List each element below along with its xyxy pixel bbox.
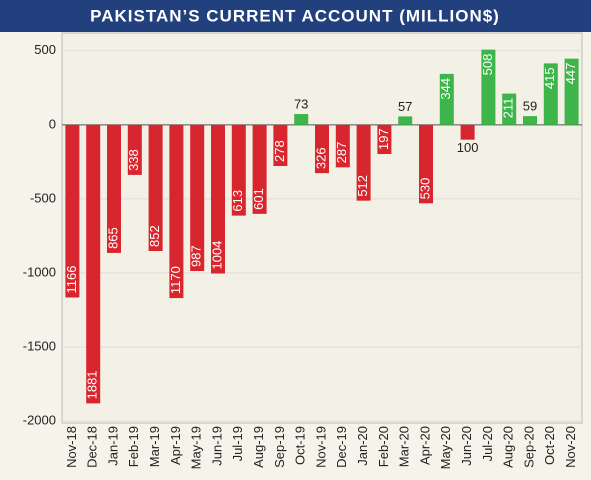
x-tick-label: Nov-18	[64, 426, 79, 468]
value-label: 865	[105, 227, 120, 249]
bar	[315, 124, 329, 174]
bar	[523, 116, 537, 125]
bar	[65, 124, 80, 298]
x-tick-label: Feb-20	[376, 426, 391, 467]
value-label: 326	[313, 147, 328, 169]
x-tick-label: Jan-19	[105, 426, 120, 466]
y-tick-label: -2000	[23, 412, 56, 427]
value-label: 338	[126, 149, 141, 171]
x-tick-label: Sep-20	[521, 426, 536, 468]
x-tick-label: Oct-20	[542, 426, 557, 465]
x-tick-label: Dec-18	[85, 426, 100, 468]
value-label: 197	[376, 128, 391, 150]
y-tick-label: -1500	[23, 338, 56, 353]
value-label: 1881	[85, 370, 100, 399]
x-tick-label: Aug-19	[251, 426, 266, 468]
x-tick-label: May-20	[438, 426, 453, 469]
value-label: 59	[523, 99, 537, 114]
value-label: 57	[398, 99, 412, 114]
x-tick-label: Nov-19	[313, 426, 328, 468]
x-tick-label: Apr-19	[168, 426, 183, 465]
bar	[107, 124, 121, 253]
x-tick-label: Mar-20	[397, 426, 412, 467]
bar	[190, 124, 205, 271]
x-tick-label: Oct-19	[293, 426, 308, 465]
bar	[273, 124, 288, 167]
x-tick-label: Jan-20	[355, 426, 370, 466]
value-label: 415	[542, 67, 557, 89]
bar	[231, 124, 246, 216]
title-banner	[0, 0, 591, 32]
x-tick-label: Nov-20	[563, 426, 578, 468]
x-tick-label: Jul-20	[480, 426, 495, 461]
value-label: 447	[563, 63, 578, 85]
value-label: 613	[230, 190, 245, 212]
value-label: 100	[457, 140, 479, 155]
bar	[252, 124, 267, 214]
y-tick-label: -1000	[23, 264, 56, 279]
value-label: 344	[438, 78, 453, 100]
bar	[481, 49, 496, 125]
value-label: 508	[480, 54, 495, 76]
x-tick-label: Jun-19	[209, 426, 224, 466]
bar	[86, 124, 101, 404]
x-tick-label: May-19	[189, 426, 204, 469]
plot-area	[61, 32, 583, 424]
bar	[419, 124, 433, 204]
value-label: 1166	[64, 266, 79, 294]
value-label: 1170	[168, 266, 183, 294]
value-label: 987	[189, 245, 204, 267]
x-tick-label: Jun-20	[459, 426, 474, 466]
bar	[439, 73, 454, 125]
value-label: 512	[355, 175, 370, 197]
value-label: 211	[501, 98, 516, 119]
bar	[564, 58, 579, 125]
x-tick-label: Apr-20	[417, 426, 432, 465]
x-tick-label: Aug-20	[501, 426, 516, 468]
value-label: 530	[417, 178, 432, 200]
value-label: 278	[272, 140, 287, 162]
bar	[460, 124, 475, 140]
bar	[169, 124, 184, 299]
bar	[294, 114, 309, 125]
x-tick-label: Jul-19	[230, 426, 245, 461]
value-label: 601	[251, 188, 266, 210]
bar	[211, 124, 225, 274]
x-tick-label: Sep-19	[272, 426, 287, 468]
bar	[356, 124, 371, 201]
bar	[335, 124, 350, 168]
y-tick-label: 500	[34, 42, 56, 57]
x-tick-label: Feb-19	[126, 426, 141, 467]
bar	[398, 116, 413, 125]
value-label: 1004	[209, 241, 224, 270]
bar	[148, 124, 163, 252]
value-label: 852	[147, 225, 162, 247]
bar	[502, 93, 517, 125]
value-label: 73	[294, 96, 308, 111]
value-label: 287	[334, 142, 349, 164]
x-tick-label: Mar-19	[147, 426, 162, 467]
bar	[543, 63, 558, 125]
bar	[377, 124, 392, 155]
x-tick-label: Dec-19	[334, 426, 349, 468]
chart-title: PAKISTAN’S CURRENT ACCOUNT (MILLION$)	[90, 6, 500, 25]
y-tick-label: 0	[49, 116, 56, 131]
bar	[127, 124, 142, 175]
y-tick-label: -500	[30, 190, 56, 205]
